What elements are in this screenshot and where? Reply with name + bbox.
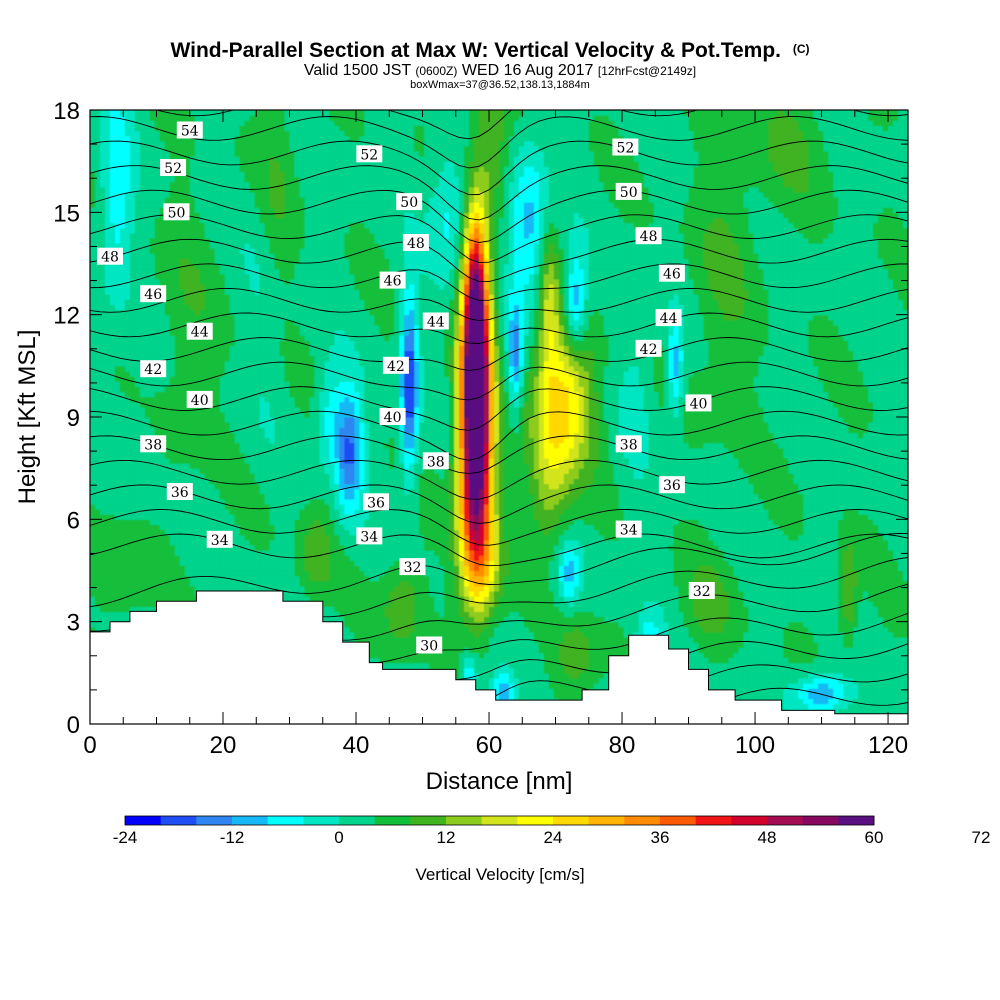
x-tick-label: 0 (83, 732, 96, 759)
contour-label: 38 (423, 452, 449, 470)
colorbar-swatch (446, 816, 482, 825)
colorbar-swatch (232, 816, 268, 825)
colorbar-swatch (482, 816, 518, 825)
contour-label: 40 (380, 408, 406, 426)
y-tick-labels: 0 3 6 9 12 15 18 (53, 98, 80, 739)
contour-label: 46 (380, 272, 406, 290)
contour-label: 52 (356, 145, 382, 163)
contour-label: 32 (689, 582, 715, 600)
colorbar-label: 12 (437, 828, 456, 847)
forecast-label: [12hrFcst@2149z] (598, 64, 696, 78)
contour-label: 52 (612, 139, 638, 157)
colorbar-title: Vertical Velocity [cm/s] (415, 865, 584, 884)
contour-label: 42 (383, 357, 409, 375)
colorbar-swatch (589, 816, 625, 825)
valid-prefix: Valid 1500 JST (304, 62, 412, 79)
colorbar-swatch (731, 816, 767, 825)
contour-label: 50 (164, 203, 190, 221)
contour-label: 34 (356, 527, 382, 545)
colorbar-swatch (767, 816, 803, 825)
contour-label: 42 (140, 360, 166, 378)
y-axis-label: Height [Kft MSL] (14, 330, 41, 505)
chart-title: Wind-Parallel Section at Max W: Vertical… (170, 39, 809, 62)
contour-label: 36 (167, 483, 193, 501)
y-tick-label: 12 (53, 303, 80, 330)
colorbar-label: -12 (220, 828, 245, 847)
colorbar-label: 24 (544, 828, 563, 847)
contour-label: 40 (187, 391, 213, 409)
x-tick-label: 100 (735, 732, 775, 759)
contour-label: 38 (616, 435, 642, 453)
colorbar-swatch (196, 816, 232, 825)
contour-label: 44 (656, 309, 682, 327)
colorbar-swatch (268, 816, 304, 825)
colorbar-label: 48 (758, 828, 777, 847)
x-tick-label: 80 (609, 732, 636, 759)
contour-label: 32 (400, 558, 426, 576)
contour-label: 34 (616, 521, 642, 539)
contour-label: 54 (177, 122, 203, 140)
contour-label: 44 (423, 313, 449, 331)
chart-subtitle: Valid 1500 JST (0600Z) WED 16 Aug 2017 [… (304, 62, 696, 79)
colorbar-swatch (624, 816, 660, 825)
colorbar (125, 816, 874, 825)
y-tick-label: 6 (67, 507, 80, 534)
colorbar-swatch (125, 816, 161, 825)
contour-label: 36 (659, 476, 685, 494)
contour-label: 48 (403, 234, 429, 252)
colorbar-swatch (660, 816, 696, 825)
colorbar-label: 72 (972, 828, 991, 847)
colorbar-swatch (553, 816, 589, 825)
y-tick-label: 15 (53, 200, 80, 227)
contour-label: 50 (616, 183, 642, 201)
colorbar-label: 0 (334, 828, 343, 847)
contour-label: 36 (363, 493, 389, 511)
colorbar-swatch (375, 816, 411, 825)
contour-label: 40 (686, 394, 712, 412)
x-tick-labels: 0 20 40 60 80 100 120 (83, 732, 908, 759)
colorbar-labels: -24 -12 0 12 24 36 48 60 72 (113, 828, 991, 847)
box-info: boxWmax=37@36.52,138.13,1884m (410, 79, 590, 91)
colorbar-swatch (339, 816, 375, 825)
x-tick-label: 120 (868, 732, 908, 759)
contour-label: 52 (160, 159, 186, 177)
valid-suffix: WED 16 Aug 2017 (462, 62, 594, 79)
colorbar-swatch (838, 816, 874, 825)
y-tick-label: 0 (67, 712, 80, 739)
plot-area: 54 52 52 52 50 50 50 48 48 48 46 46 46 44 44 44 42 42 42 40… (90, 43, 909, 772)
contour-label: 48 (636, 227, 662, 245)
chart-title-main: Wind-Parallel Section at Max W: Vertical… (170, 39, 781, 62)
x-axis-label: Distance [nm] (426, 768, 573, 795)
chart-title-copyright: (C) (793, 42, 810, 56)
contour-label: 38 (140, 435, 166, 453)
y-tick-label: 9 (67, 405, 80, 432)
colorbar-label: 60 (865, 828, 884, 847)
colorbar-label: -24 (113, 828, 138, 847)
x-tick-label: 20 (210, 732, 237, 759)
contour-label: 46 (140, 285, 166, 303)
contour-label: 48 (97, 248, 123, 266)
x-tick-label: 60 (476, 732, 503, 759)
valid-utc: (0600Z) (415, 64, 457, 78)
colorbar-label: 36 (651, 828, 670, 847)
colorbar-swatch (803, 816, 839, 825)
contour-label: 42 (636, 340, 662, 358)
contour-label: 44 (187, 323, 213, 341)
y-tick-label: 3 (67, 610, 80, 637)
x-tick-label: 40 (343, 732, 370, 759)
y-tick-label: 18 (53, 98, 80, 125)
colorbar-swatch (303, 816, 339, 825)
contour-label: 46 (659, 265, 685, 283)
contour-label: 50 (396, 193, 422, 211)
colorbar-swatch (517, 816, 553, 825)
contour-label: 34 (207, 531, 233, 549)
colorbar-swatch (410, 816, 446, 825)
contour-label: 30 (416, 637, 442, 655)
colorbar-swatch (696, 816, 732, 825)
colorbar-swatch (161, 816, 197, 825)
